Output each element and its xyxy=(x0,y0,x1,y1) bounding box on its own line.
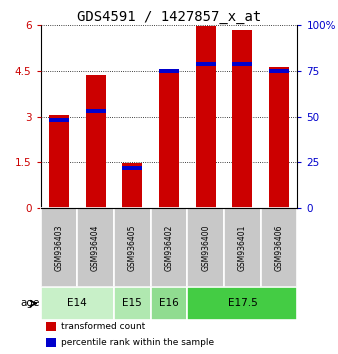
Bar xyxy=(196,62,216,66)
Bar xyxy=(49,118,69,122)
Text: GSM936406: GSM936406 xyxy=(274,224,284,271)
Bar xyxy=(46,338,56,347)
Bar xyxy=(224,209,261,287)
Bar xyxy=(122,163,142,209)
Bar xyxy=(151,287,187,320)
Bar xyxy=(269,69,289,73)
Text: age: age xyxy=(21,298,40,308)
Text: GSM936403: GSM936403 xyxy=(54,224,64,271)
Bar xyxy=(49,115,69,209)
Bar xyxy=(122,166,142,170)
Bar xyxy=(114,287,151,320)
Bar xyxy=(232,30,252,209)
Bar xyxy=(151,209,187,287)
Bar xyxy=(269,67,289,209)
Bar xyxy=(41,287,114,320)
Text: E17.5: E17.5 xyxy=(227,298,257,308)
Bar xyxy=(46,322,56,331)
Text: GSM936400: GSM936400 xyxy=(201,224,210,271)
Bar xyxy=(86,109,106,113)
Text: E15: E15 xyxy=(122,298,142,308)
Bar xyxy=(114,209,151,287)
Bar xyxy=(41,209,77,287)
Bar xyxy=(187,287,297,320)
Text: GSM936404: GSM936404 xyxy=(91,224,100,271)
Bar xyxy=(196,26,216,209)
Text: E14: E14 xyxy=(67,298,87,308)
Bar xyxy=(86,75,106,209)
Bar xyxy=(261,209,297,287)
Bar xyxy=(232,62,252,66)
Text: GSM936401: GSM936401 xyxy=(238,224,247,271)
Text: percentile rank within the sample: percentile rank within the sample xyxy=(61,338,214,347)
Bar xyxy=(159,70,179,209)
Title: GDS4591 / 1427857_x_at: GDS4591 / 1427857_x_at xyxy=(77,10,261,24)
Text: GSM936405: GSM936405 xyxy=(128,224,137,271)
Bar xyxy=(77,209,114,287)
Bar xyxy=(187,209,224,287)
Text: GSM936402: GSM936402 xyxy=(165,224,173,271)
Bar xyxy=(159,69,179,73)
Text: E16: E16 xyxy=(159,298,179,308)
Text: transformed count: transformed count xyxy=(61,322,145,331)
